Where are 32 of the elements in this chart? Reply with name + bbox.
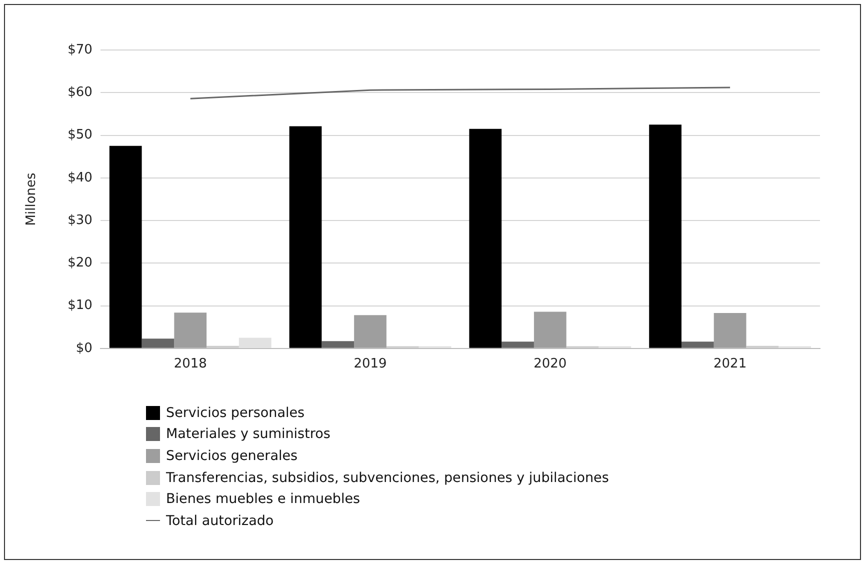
y-axis-title: Millones	[24, 172, 40, 226]
x-tick-label: 2021	[714, 356, 747, 372]
bar	[649, 124, 682, 348]
bar	[109, 146, 142, 348]
x-tick-label: 2019	[354, 356, 387, 372]
bar	[238, 338, 272, 348]
y-tick-label: $60	[68, 85, 92, 100]
bar	[681, 342, 714, 348]
legend-label: Materiales y suministros	[166, 426, 330, 442]
legend-label: Total autorizado	[166, 512, 274, 529]
legend-label: Servicios personales	[166, 404, 305, 421]
y-tick-label: $70	[68, 42, 92, 58]
bar	[354, 315, 386, 348]
y-tick-label: $10	[68, 298, 92, 314]
legend-label: Servicios generales	[166, 448, 298, 464]
bar	[469, 128, 502, 348]
bar	[502, 342, 534, 348]
y-tick-label: $30	[68, 212, 92, 228]
x-tick-label: 2018	[174, 356, 207, 372]
bar	[714, 313, 746, 348]
y-tick-label: $0	[76, 340, 92, 356]
y-tick-label: $50	[68, 128, 92, 143]
bar	[534, 312, 566, 348]
y-tick-label: $40	[68, 170, 92, 186]
x-tick-label: 2020	[534, 356, 567, 372]
bar	[174, 312, 207, 348]
legend-label: Transferencias, subsidios, subvenciones, pensiones y jubilaciones	[166, 470, 609, 486]
bar	[289, 126, 322, 348]
y-tick-label: $20	[68, 256, 92, 271]
legend-label: Bienes muebles e inmuebles	[166, 491, 360, 508]
bar	[322, 341, 354, 348]
bar	[142, 338, 174, 348]
